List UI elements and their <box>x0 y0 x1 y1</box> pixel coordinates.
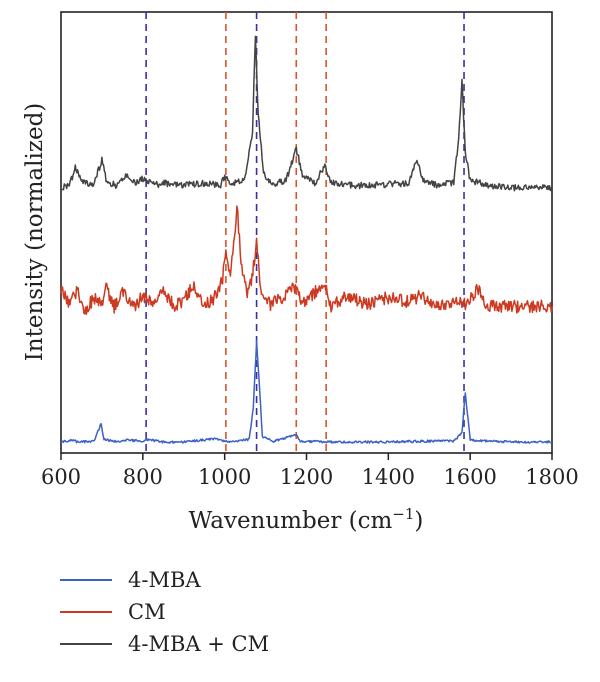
legend: 4-MBA CM 4-MBA + CM <box>60 568 269 656</box>
series-line-cm <box>60 205 553 315</box>
x-tick-label-600: 600 <box>41 465 81 489</box>
x-tick-label-1600: 1600 <box>443 465 496 489</box>
x-tick-label-1800: 1800 <box>525 465 578 489</box>
y-axis-title: Intensity (normalized) <box>22 103 48 362</box>
x-axis-title-main: Wavenumber (cm <box>189 508 393 534</box>
x-tick-label-1000: 1000 <box>198 465 251 489</box>
x-axis-ticks: 600 800 1000 1200 1400 1600 1800 <box>41 453 579 489</box>
series-line-4-mba-cm <box>60 35 553 192</box>
x-tick-label-1400: 1400 <box>362 465 415 489</box>
x-tick-label-800: 800 <box>123 465 163 489</box>
x-tick-label-1200: 1200 <box>280 465 333 489</box>
plot-area <box>60 11 553 454</box>
series-line-4-mba <box>60 340 553 444</box>
legend-label-cm: CM <box>128 600 166 624</box>
series-lines <box>60 35 553 444</box>
reference-lines <box>145 12 465 453</box>
x-axis-title-close: ) <box>414 508 423 534</box>
legend-label-4-mba-cm: 4-MBA + CM <box>128 632 269 656</box>
x-axis-title: Wavenumber (cm−1) <box>189 505 424 534</box>
legend-label-4-mba: 4-MBA <box>128 568 201 592</box>
x-axis-title-superscript: −1 <box>392 505 414 523</box>
